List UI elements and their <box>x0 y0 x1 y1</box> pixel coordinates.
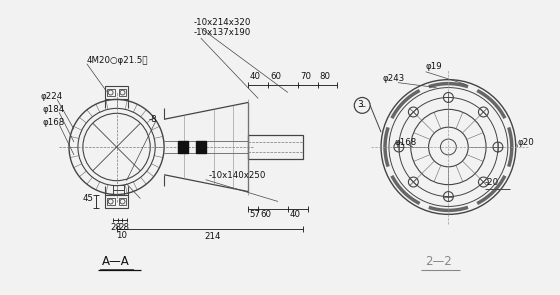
Bar <box>119 88 127 96</box>
Text: φ20: φ20 <box>518 138 534 147</box>
Text: -20: -20 <box>485 178 499 187</box>
Text: 2—2: 2—2 <box>424 255 451 268</box>
Text: 10: 10 <box>115 231 127 240</box>
Text: 57: 57 <box>249 210 260 219</box>
Text: A—A: A—A <box>102 255 129 268</box>
Text: 45: 45 <box>83 194 94 204</box>
Text: -8: -8 <box>148 115 157 124</box>
Text: 70: 70 <box>300 72 311 81</box>
Bar <box>113 185 124 190</box>
Bar <box>105 86 128 99</box>
Bar <box>105 195 128 209</box>
Text: 28: 28 <box>119 223 129 232</box>
Bar <box>106 198 115 205</box>
Text: 40: 40 <box>290 210 301 219</box>
Bar <box>113 190 124 195</box>
Text: φ168: φ168 <box>42 118 64 127</box>
Bar <box>106 88 115 96</box>
Text: -10x214x320: -10x214x320 <box>194 18 251 27</box>
Text: 214: 214 <box>205 232 221 241</box>
Text: -10x140x250: -10x140x250 <box>209 171 266 180</box>
Text: -10x137x190: -10x137x190 <box>194 28 251 37</box>
Text: φ19: φ19 <box>426 62 442 71</box>
Text: 3: 3 <box>357 100 363 109</box>
Bar <box>248 135 303 159</box>
Text: 4M20○φ21.5孔: 4M20○φ21.5孔 <box>87 56 148 65</box>
Text: 40: 40 <box>249 72 260 81</box>
Text: 60: 60 <box>260 210 271 219</box>
Text: φ243: φ243 <box>382 74 404 83</box>
Text: 28: 28 <box>111 223 122 232</box>
Text: 80: 80 <box>320 72 330 81</box>
Text: 60: 60 <box>270 72 281 81</box>
Bar <box>119 198 127 205</box>
Bar <box>196 140 206 153</box>
Text: φ168: φ168 <box>395 138 417 147</box>
Bar <box>178 140 188 153</box>
Text: φ224: φ224 <box>40 92 63 101</box>
Text: φ184: φ184 <box>42 105 64 114</box>
